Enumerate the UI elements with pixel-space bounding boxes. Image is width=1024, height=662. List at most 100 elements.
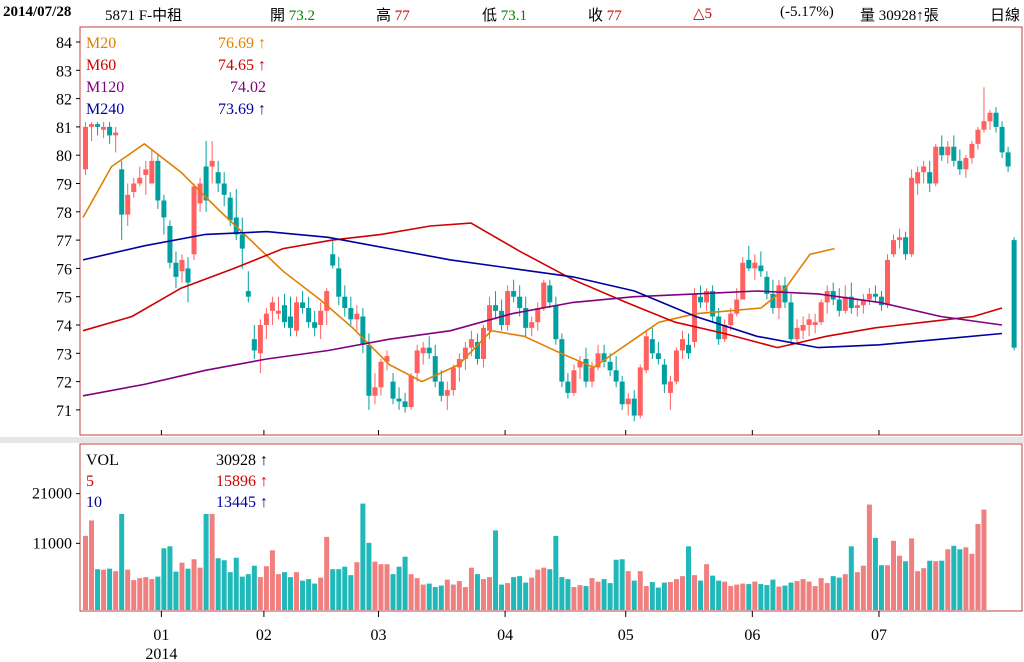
candle-body bbox=[336, 268, 342, 297]
candle bbox=[83, 121, 88, 176]
x-tick-label: 02 bbox=[256, 627, 272, 644]
candle-body bbox=[607, 361, 613, 371]
volume-bar bbox=[547, 569, 553, 610]
legend-value: 30928 ↑ bbox=[216, 452, 268, 469]
candle-body bbox=[173, 262, 179, 277]
volume-bar bbox=[830, 576, 836, 610]
volume-bar bbox=[209, 506, 215, 610]
volume-bar bbox=[432, 587, 438, 610]
price-y-axis: 84 83 82 81 80 79 78 77 76 75 74 73 72 71 bbox=[56, 35, 80, 420]
candle bbox=[209, 141, 215, 184]
x-tick-label: 07 bbox=[871, 627, 887, 644]
candle bbox=[565, 373, 571, 399]
candle-body bbox=[197, 183, 203, 204]
volume-bar bbox=[89, 520, 95, 610]
volume-bar bbox=[529, 577, 535, 610]
candle bbox=[131, 177, 137, 198]
volume-bar bbox=[173, 571, 179, 610]
candle bbox=[722, 319, 728, 342]
price-tick-label: 73 bbox=[56, 346, 72, 363]
candle-body bbox=[131, 183, 137, 192]
volume-bar bbox=[420, 584, 426, 610]
candle-body bbox=[366, 344, 372, 396]
candle-body bbox=[378, 361, 384, 388]
volume-bar bbox=[613, 559, 619, 610]
volume-bar bbox=[288, 577, 294, 610]
candle bbox=[776, 279, 782, 320]
volume-bar bbox=[848, 546, 854, 610]
volume-bar bbox=[698, 580, 704, 610]
candle bbox=[547, 279, 553, 309]
volume-bar bbox=[619, 559, 625, 610]
volume-bar bbox=[179, 562, 185, 610]
candle bbox=[812, 313, 818, 334]
volume-bar bbox=[269, 550, 275, 610]
candle bbox=[366, 333, 372, 410]
volume-bar bbox=[511, 577, 517, 610]
candle-body bbox=[764, 276, 770, 294]
candle-body bbox=[788, 302, 794, 340]
volume-bar bbox=[149, 579, 155, 610]
volume-legend-box bbox=[82, 446, 272, 514]
volume-bar bbox=[306, 579, 312, 610]
legend-name: 10 bbox=[86, 494, 102, 511]
volume-bar bbox=[312, 583, 318, 610]
volume-bar bbox=[444, 579, 450, 610]
candle bbox=[806, 313, 812, 337]
candle-body bbox=[119, 169, 125, 215]
candle-body bbox=[577, 361, 583, 368]
candle-body bbox=[667, 381, 673, 393]
candle-body bbox=[438, 381, 444, 396]
volume-bar bbox=[137, 578, 143, 610]
candle-body bbox=[263, 313, 269, 325]
volume-bar bbox=[589, 578, 595, 610]
candle bbox=[704, 288, 710, 311]
candle-body bbox=[957, 160, 963, 170]
volume-bar bbox=[245, 574, 251, 610]
x-year-label: 2014 bbox=[145, 646, 177, 662]
candle-body bbox=[698, 296, 704, 303]
volume-bar bbox=[499, 584, 505, 610]
candle bbox=[595, 344, 601, 371]
candle-body bbox=[420, 347, 426, 354]
candle-body bbox=[281, 305, 287, 323]
candle-body bbox=[444, 390, 450, 396]
candle bbox=[854, 299, 860, 317]
candlesticks bbox=[83, 87, 1017, 422]
volume-bar bbox=[294, 572, 300, 610]
candle-body bbox=[251, 339, 257, 351]
candle-body bbox=[836, 299, 842, 311]
candle bbox=[553, 296, 559, 345]
volume-bar bbox=[360, 503, 366, 610]
candle bbox=[655, 341, 661, 365]
candle-body bbox=[999, 126, 1005, 153]
candle bbox=[360, 308, 366, 354]
price-tick-label: 74 bbox=[56, 318, 72, 335]
candle bbox=[517, 285, 523, 317]
candle bbox=[872, 285, 878, 303]
candle-body bbox=[95, 124, 101, 127]
volume-bar bbox=[679, 576, 685, 610]
candle-body bbox=[529, 322, 535, 328]
volume-bar bbox=[318, 577, 324, 610]
volume-bar bbox=[933, 561, 939, 610]
candle bbox=[927, 160, 933, 192]
volume-bar bbox=[517, 576, 523, 610]
candle bbox=[824, 285, 830, 314]
candle-body bbox=[330, 254, 336, 266]
candle-body bbox=[619, 381, 625, 405]
candle bbox=[396, 387, 402, 410]
candle-body bbox=[752, 262, 758, 269]
x-axis: 01 02 03 04 05 06 07 2014 bbox=[145, 430, 887, 662]
legend-name: 5 bbox=[86, 473, 94, 490]
candle bbox=[251, 325, 257, 359]
candle bbox=[764, 271, 770, 300]
candle-body bbox=[306, 308, 312, 323]
candle bbox=[698, 285, 704, 309]
candle bbox=[679, 330, 685, 359]
candle bbox=[149, 149, 155, 184]
candle-body bbox=[450, 367, 456, 391]
moving-averages bbox=[82, 142, 1003, 397]
candle bbox=[450, 364, 456, 396]
volume-bar bbox=[891, 540, 897, 610]
